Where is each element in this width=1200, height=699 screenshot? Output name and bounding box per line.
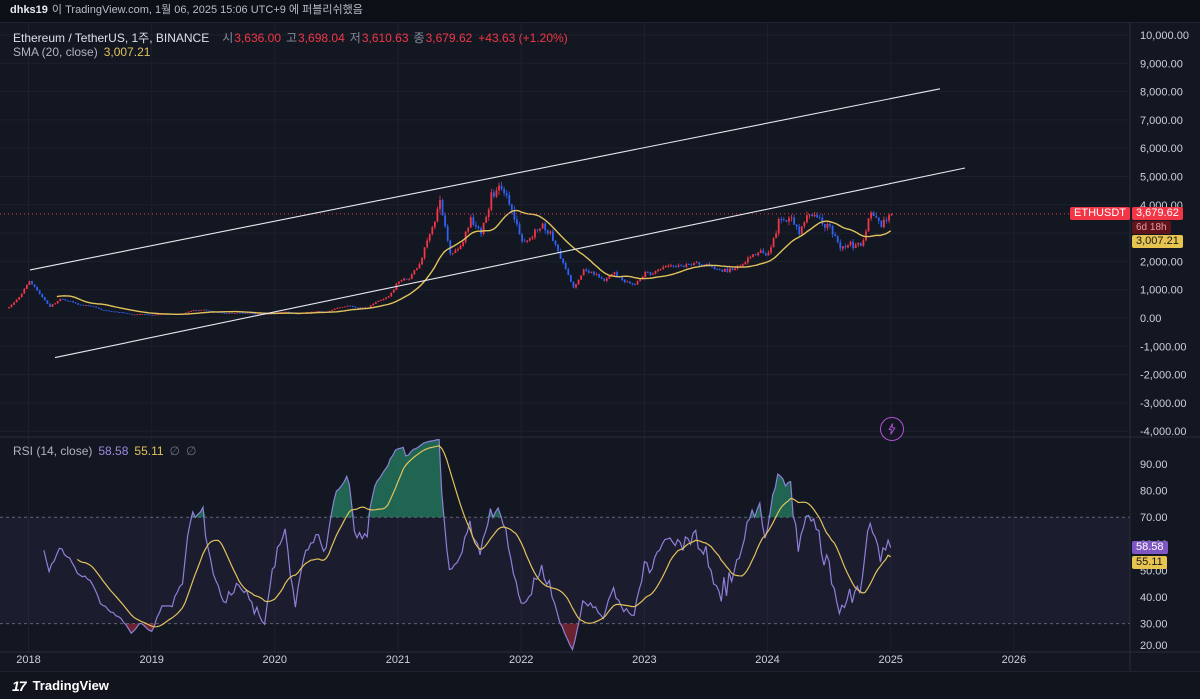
axis-label: 2026 xyxy=(1002,654,1026,666)
rsi-empty-slot-icon: ∅ xyxy=(185,444,197,458)
rsi-ma-value: 55.11 xyxy=(134,444,164,458)
open-label: 시 xyxy=(222,31,234,45)
boost-button[interactable] xyxy=(880,417,904,441)
axis-label: -1,000.00 xyxy=(1140,341,1186,353)
axis-label: 90.00 xyxy=(1140,459,1168,471)
axis-label: 2,000.00 xyxy=(1140,256,1183,268)
axis-label: 10,000.00 xyxy=(1140,30,1189,42)
axis-label: 5,000.00 xyxy=(1140,172,1183,184)
rsi-label: RSI (14, close) xyxy=(13,444,93,458)
symbol-axis-label: ETHUSDT xyxy=(1070,207,1130,220)
sma-value: 3,007.21 xyxy=(103,45,151,59)
open-value: 3,636.00 xyxy=(234,31,281,45)
axis-label: 2022 xyxy=(509,654,533,666)
axis-label: 2025 xyxy=(878,654,902,666)
axis-label: 2023 xyxy=(632,654,656,666)
sma-legend[interactable]: SMA (20, close) 3,007.21 xyxy=(13,45,150,59)
sma-value-badge: 3,007.21 xyxy=(1132,235,1183,248)
axis-label: 40.00 xyxy=(1140,592,1168,604)
high-value: 3,698.04 xyxy=(298,31,345,45)
axis-label: 8,000.00 xyxy=(1140,87,1183,99)
rsi-value-badge: 58.58 xyxy=(1132,541,1168,554)
axis-label: 2021 xyxy=(386,654,410,666)
lightning-icon xyxy=(888,423,896,435)
axis-label: -4,000.00 xyxy=(1140,426,1186,438)
rsi-legend[interactable]: RSI (14, close) 58.58 55.11 ∅ ∅ xyxy=(13,444,196,458)
close-label: 종 xyxy=(413,31,425,45)
tradingview-logo-icon[interactable]: 17 xyxy=(12,677,27,694)
axis-label: 30.00 xyxy=(1140,619,1168,631)
symbol-legend: Ethereum / TetherUS, 1주, BINANCE 시3,636.0… xyxy=(13,29,568,46)
axis-label: 20.00 xyxy=(1140,640,1168,652)
axis-label: -2,000.00 xyxy=(1140,370,1186,382)
axis-label: 2018 xyxy=(16,654,40,666)
rsi-value: 58.58 xyxy=(98,444,129,458)
sma-label: SMA (20, close) xyxy=(13,45,98,59)
publish-info-text: 이 TradingView.com, 1월 06, 2025 15:06 UTC… xyxy=(51,4,363,16)
low-value: 3,610.63 xyxy=(361,31,409,45)
chart-canvas: 10,000.00 9,000.00 8,000.00 7,000.00 6,000.0… xyxy=(0,22,1200,672)
change-value: +43.63 (+1.20%) xyxy=(478,31,568,45)
high-label: 고 xyxy=(286,31,298,45)
low-label: 저 xyxy=(349,31,361,45)
bar-countdown-badge: 6d 18h xyxy=(1132,221,1171,234)
close-value: 3,679.62 xyxy=(425,31,473,45)
axis-label: -3,000.00 xyxy=(1140,398,1186,410)
last-price-badge: 3,679.62 xyxy=(1132,207,1183,220)
axis-label: 2024 xyxy=(755,654,779,666)
publisher-username[interactable]: dhks19 xyxy=(10,4,48,16)
axis-label: 7,000.00 xyxy=(1140,115,1183,127)
axis-label: 9,000.00 xyxy=(1140,58,1183,70)
tradingview-brand[interactable]: TradingView xyxy=(32,678,109,693)
footer-bar: 17 TradingView xyxy=(0,671,1200,699)
axis-label: 6,000.00 xyxy=(1140,143,1183,155)
publish-bar: dhks19 이 TradingView.com, 1월 06, 2025 15:… xyxy=(0,0,1200,23)
axis-label: 0.00 xyxy=(1140,313,1161,325)
axis-label: 80.00 xyxy=(1140,486,1168,498)
axis-label: 2019 xyxy=(139,654,163,666)
rsi-ma-value-badge: 55.11 xyxy=(1132,556,1167,569)
rsi-empty-slot-icon: ∅ xyxy=(169,444,180,458)
axis-label: 1,000.00 xyxy=(1140,285,1183,297)
axis-label: 2020 xyxy=(263,654,287,666)
symbol-title[interactable]: Ethereum / TetherUS, 1주, BINANCE xyxy=(13,31,210,45)
axis-label: 70.00 xyxy=(1140,512,1168,524)
